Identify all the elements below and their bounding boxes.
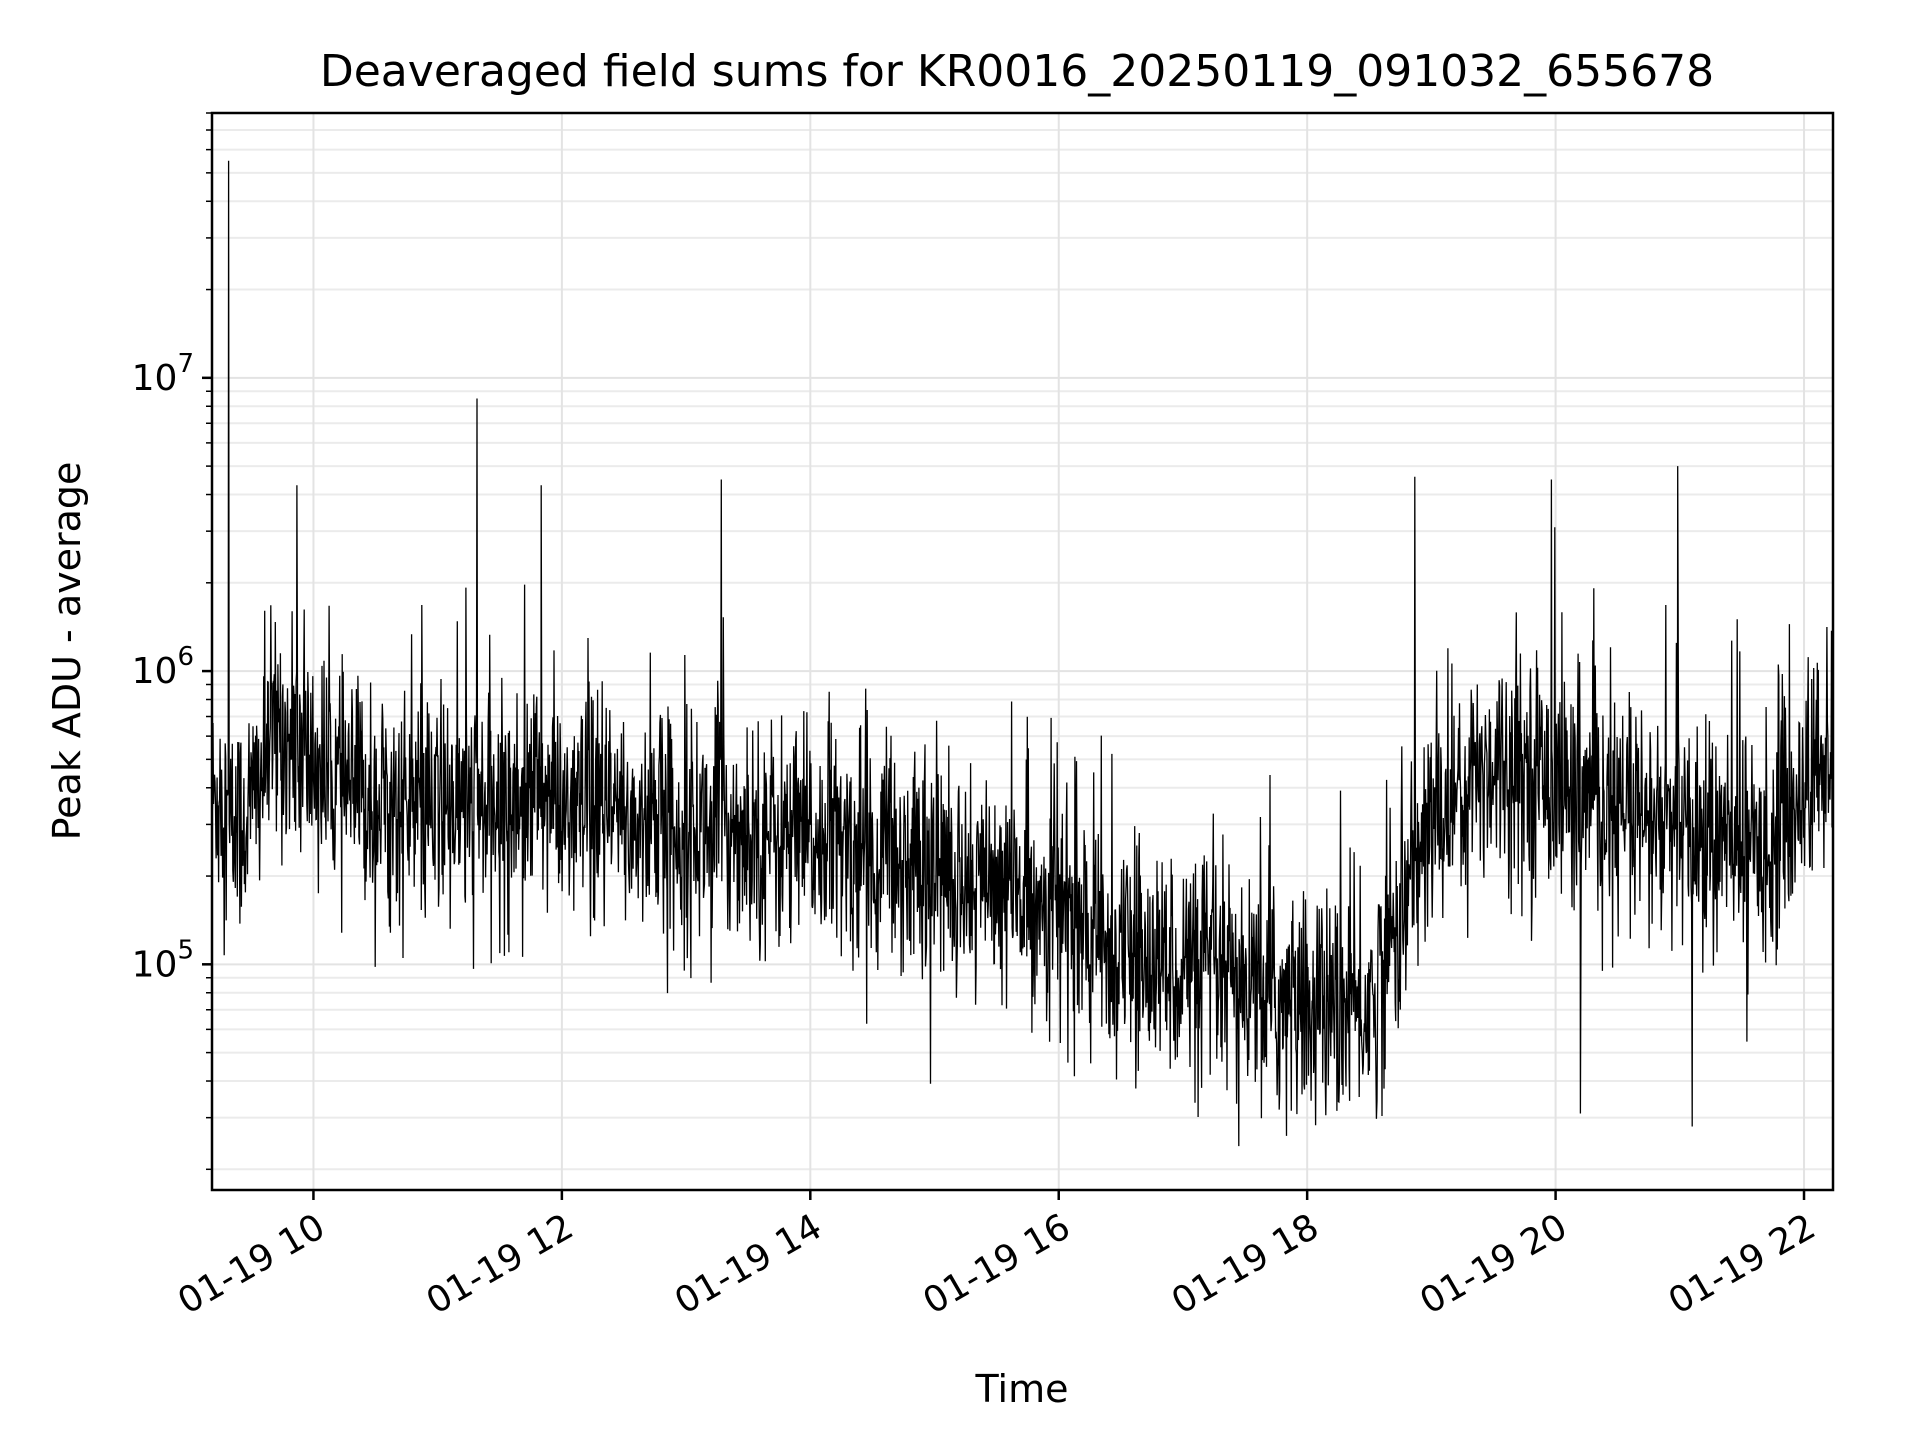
x-axis-label: Time xyxy=(975,1367,1069,1411)
series-area xyxy=(211,160,1834,1147)
y-tick-label: 107 xyxy=(132,349,194,399)
plot-frame xyxy=(210,111,1835,1192)
y-tick-label: 105 xyxy=(132,935,194,985)
series-line xyxy=(211,160,1834,1147)
y-tick-label: 106 xyxy=(132,642,194,692)
chart-title: Deaveraged field sums for KR0016_2025011… xyxy=(320,46,1714,97)
y-axis-label: Peak ADU - average xyxy=(45,462,89,841)
